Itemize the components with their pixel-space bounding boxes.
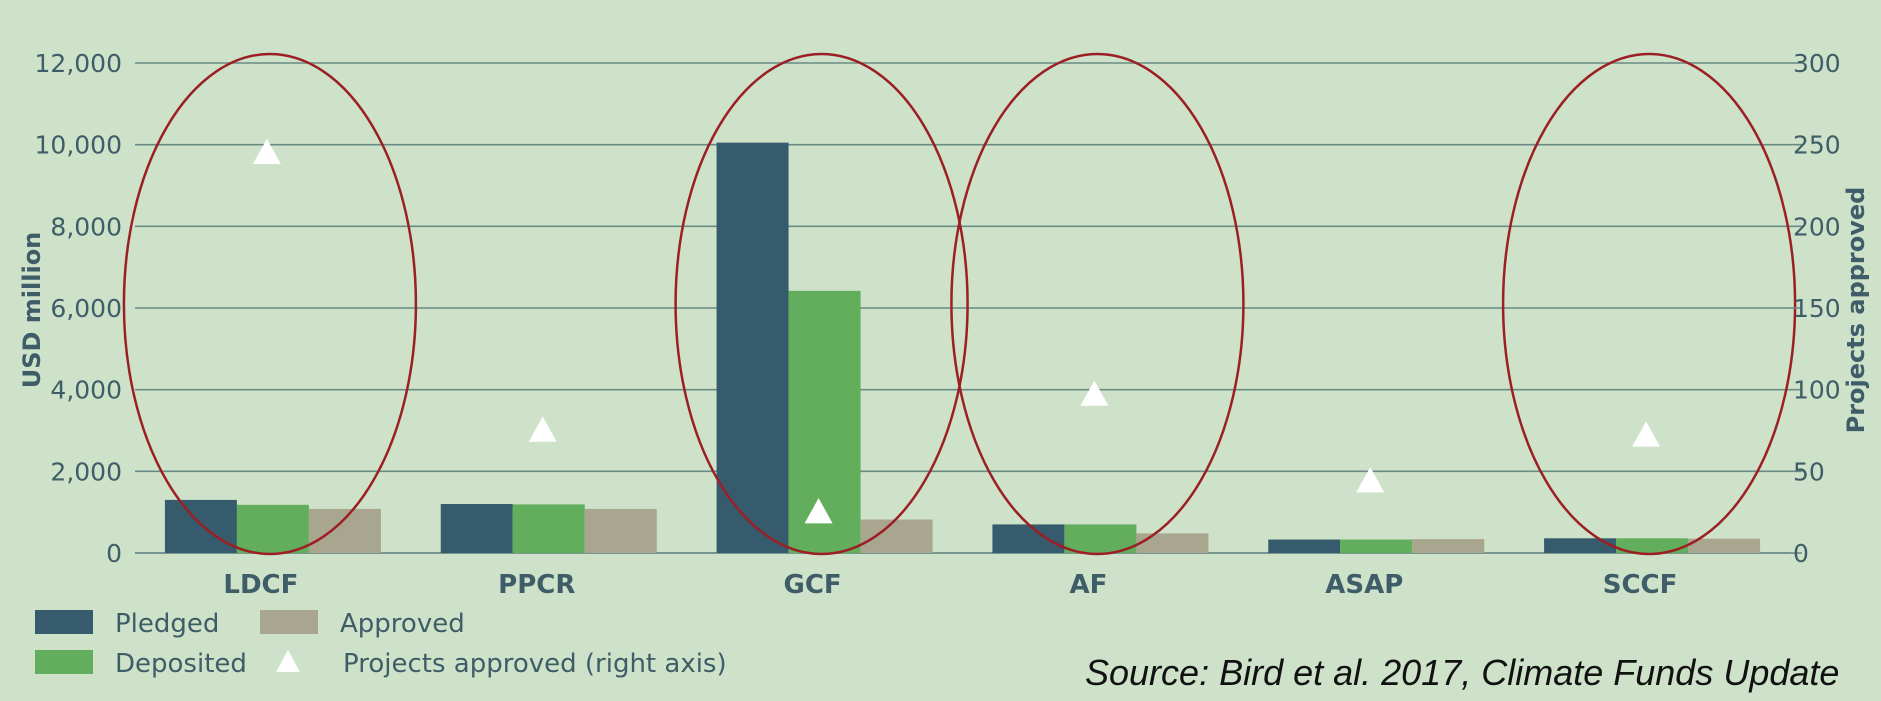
- projects-marker-asap: [1356, 467, 1385, 493]
- bar-approved-asap: [1412, 539, 1485, 553]
- legend-swatch-pledged: [35, 610, 93, 634]
- projects-marker-sccf: [1632, 421, 1661, 447]
- y-tick-label: 12,000: [35, 49, 122, 78]
- legend-swatch-deposited: [35, 650, 93, 674]
- category-label: LDCF: [223, 570, 298, 600]
- category-label: GCF: [783, 570, 841, 600]
- category-labels: LDCF PPCR GCF AF ASAP SCCF: [223, 570, 1677, 600]
- category-label: AF: [1069, 570, 1107, 600]
- legend-marker-projects-approved-right-axis: [276, 650, 300, 672]
- y-tick-label: 4,000: [50, 376, 122, 405]
- y2-tick-label: 50: [1793, 457, 1825, 486]
- y-axis-label: USD million: [18, 232, 46, 389]
- projects-marker-ldcf: [252, 138, 281, 165]
- y-tick-label: 0: [106, 539, 122, 568]
- left-axis-ticks: 0 2,000 4,000 6,000 8,000 10,000 12,000: [35, 49, 122, 568]
- y-tick-label: 6,000: [50, 294, 122, 323]
- bar-marks: [164, 142, 1761, 553]
- legend: Pledged Approved Deposited Projects approve…: [35, 609, 727, 679]
- highlight-ellipses: [122, 52, 1797, 556]
- bar-deposited-ldcf: [236, 504, 309, 553]
- bar-deposited-asap: [1340, 539, 1413, 553]
- y2-tick-label: 250: [1793, 131, 1841, 160]
- legend-label-pledged: Pledged: [115, 609, 219, 639]
- highlight-ellipse-sccf: [1501, 52, 1797, 556]
- bar-approved-sccf: [1688, 538, 1761, 553]
- y-tick-label: 2,000: [50, 457, 122, 486]
- y-tick-label: 8,000: [50, 212, 122, 241]
- bar-deposited-af: [1064, 524, 1137, 553]
- y2-tick-label: 0: [1793, 539, 1809, 568]
- highlight-ellipse-gcf: [674, 52, 969, 556]
- projects-marker-ppcr: [528, 416, 557, 442]
- y2-tick-label: 100: [1793, 376, 1841, 405]
- legend-label-deposited: Deposited: [115, 649, 247, 679]
- bar-approved-af: [1136, 533, 1209, 553]
- legend-label-approved: Approved: [340, 609, 465, 639]
- bar-pledged-sccf: [1544, 538, 1617, 553]
- project-markers: [252, 138, 1661, 524]
- highlight-ellipse-ldcf: [122, 52, 418, 556]
- bar-deposited-sccf: [1616, 538, 1689, 553]
- y2-tick-label: 300: [1793, 49, 1841, 78]
- bar-pledged-af: [992, 524, 1065, 553]
- bar-pledged-asap: [1268, 539, 1341, 553]
- category-label: SCCF: [1603, 570, 1678, 600]
- category-label: PPCR: [498, 570, 575, 600]
- y2-axis-label: Projects approved: [1842, 187, 1870, 434]
- projects-marker-af: [1080, 380, 1109, 406]
- bar-deposited-ppcr: [512, 504, 585, 553]
- right-axis-ticks: 0 50 100 150 200 250 300: [1790, 49, 1841, 568]
- bar-pledged-ppcr: [440, 504, 513, 553]
- y-tick-label: 10,000: [35, 131, 122, 160]
- source-note: Source: Bird et al. 2017, Climate Funds …: [1085, 652, 1840, 693]
- gridlines: [135, 62, 1790, 554]
- legend-label-projects-approved-right-axis: Projects approved (right axis): [343, 649, 727, 679]
- y2-tick-label: 200: [1793, 212, 1841, 241]
- bar-pledged-gcf: [716, 142, 789, 553]
- legend-swatch-approved: [260, 610, 318, 634]
- y2-tick-label: 150: [1793, 294, 1841, 323]
- bar-pledged-ldcf: [164, 499, 237, 553]
- projects-marker-gcf: [804, 498, 833, 524]
- category-label: ASAP: [1325, 570, 1403, 600]
- highlight-ellipse-af: [950, 52, 1245, 556]
- bar-approved-ppcr: [584, 508, 657, 553]
- bar-approved-ldcf: [308, 508, 381, 553]
- bar-approved-gcf: [860, 519, 933, 553]
